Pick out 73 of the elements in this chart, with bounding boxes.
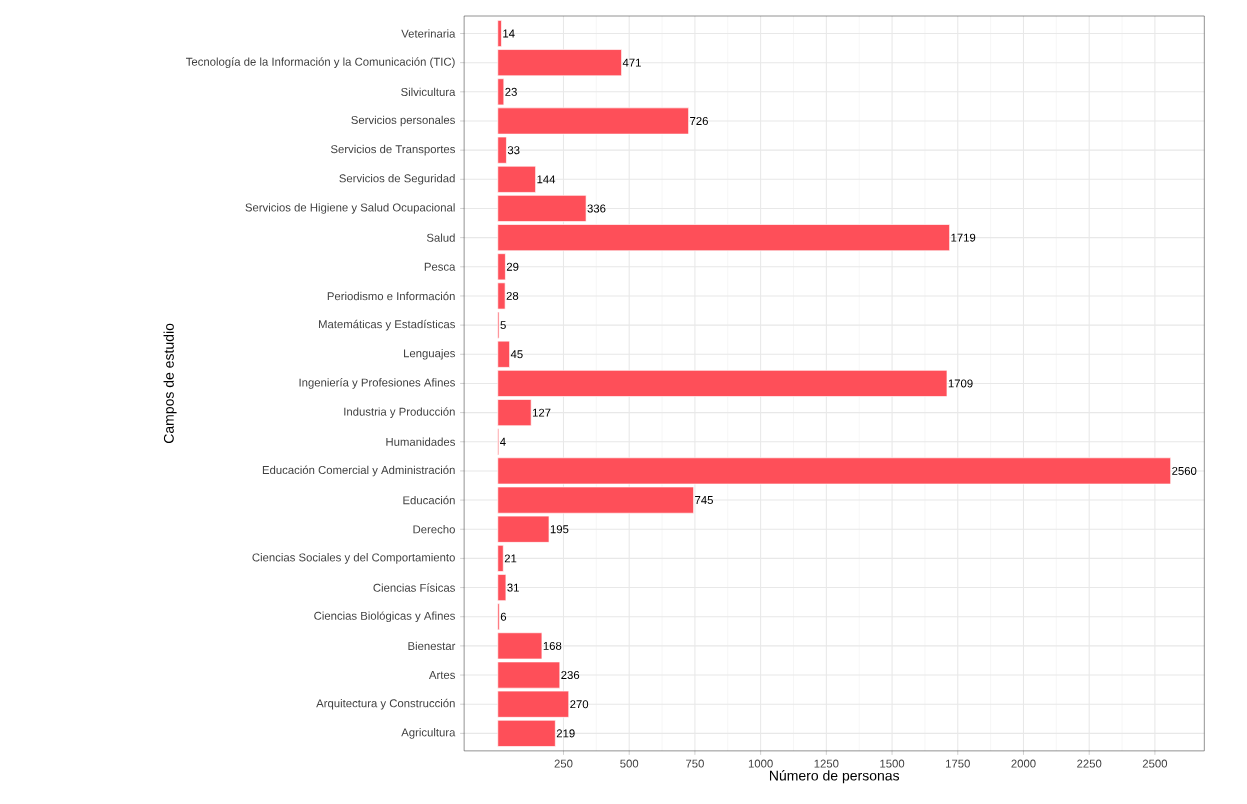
y-axis-title: Campos de estudio	[163, 323, 177, 443]
data-label: 745	[695, 496, 713, 504]
bar	[497, 399, 532, 426]
bar	[497, 369, 948, 397]
data-label: 2560	[1172, 466, 1197, 475]
bar	[497, 194, 587, 222]
data-label: 336	[587, 204, 606, 213]
data-label: 4	[500, 437, 506, 446]
x-tick-label: 1000	[748, 759, 773, 768]
x-tick-label: 2500	[1142, 759, 1168, 768]
y-tick-label: Servicios de Transportes	[330, 144, 455, 156]
y-tick-label: Ciencias Biológicas y Afines	[314, 611, 455, 622]
y-tick-label: Ingeniería y Profesiones Afines	[299, 377, 455, 389]
y-tick-label: Ciencias Sociales y del Comportamiento	[252, 553, 455, 564]
x-tick-label: 1500	[880, 759, 905, 768]
y-tick-label: Educación Comercial y Administración	[262, 465, 455, 477]
y-tick-label: Agricultura	[401, 727, 456, 739]
x-tick-label: 1750	[946, 759, 970, 768]
data-label: 5	[500, 321, 506, 329]
bar	[497, 574, 507, 601]
data-label: 726	[690, 116, 708, 125]
data-label: 29	[506, 262, 519, 271]
y-tick-label: Derecho	[413, 524, 455, 534]
y-tick-label: Silvicultura	[401, 87, 456, 96]
bar	[497, 340, 510, 368]
data-label: 270	[570, 700, 589, 709]
y-tick-label: Bienestar	[408, 641, 456, 650]
x-tick-label: 2000	[1011, 759, 1036, 768]
bar	[497, 19, 502, 47]
data-label: 14	[503, 29, 515, 38]
data-label: 168	[543, 641, 562, 650]
data-label: 23	[505, 87, 517, 96]
y-tick-label: Salud	[426, 233, 455, 242]
y-tick-label: Industria y Producción	[344, 407, 455, 418]
data-label: 219	[556, 729, 575, 738]
data-label: 195	[550, 525, 569, 534]
data-label: 45	[510, 350, 523, 359]
x-axis-title: Número de personas	[769, 770, 900, 784]
bar	[497, 224, 950, 251]
y-tick-label: Artes	[428, 671, 455, 679]
data-label: 127	[532, 408, 551, 417]
data-label: 1709	[948, 379, 973, 388]
bar	[497, 165, 536, 193]
bar	[497, 49, 622, 77]
data-label: 31	[507, 583, 519, 592]
data-label: 471	[622, 58, 641, 67]
y-tick-label: Servicios personales	[351, 115, 455, 127]
y-tick-label: Matemáticas y Estadísticas	[318, 319, 455, 331]
data-label: 144	[537, 175, 556, 184]
y-tick-label: Periodismo e Información	[327, 291, 455, 301]
data-label: 1719	[951, 233, 976, 242]
y-tick-label: Arquitectura y Construcción	[316, 698, 455, 710]
y-tick-label: Lenguajes	[404, 348, 455, 360]
data-label: 28	[506, 291, 519, 300]
x-tick-label: 2250	[1077, 759, 1102, 768]
y-tick-label: Educación	[403, 495, 455, 505]
y-tick-label: Ciencias Físicas	[373, 583, 455, 592]
bar	[497, 719, 556, 747]
data-label: 21	[504, 554, 517, 563]
x-tick-label: 1250	[814, 759, 839, 768]
y-tick-label: Humanidades	[386, 437, 455, 446]
y-tick-label: Veterinaria	[401, 29, 456, 38]
data-label: 6	[500, 612, 507, 621]
data-label: 236	[561, 670, 580, 679]
y-tick-label: Servicios de Seguridad	[339, 173, 455, 185]
x-tick-label: 750	[686, 759, 704, 768]
x-tick-label: 250	[554, 759, 573, 768]
y-tick-label: Pesca	[424, 262, 456, 271]
y-tick-label: Servicios de Higiene y Salud Ocupacional	[245, 203, 455, 214]
x-tick-label: 500	[620, 759, 639, 768]
bar	[497, 544, 504, 572]
y-tick-label: Tecnología de la Información y la Comunicación (TIC)	[185, 57, 455, 68]
data-label: 33	[507, 146, 520, 155]
